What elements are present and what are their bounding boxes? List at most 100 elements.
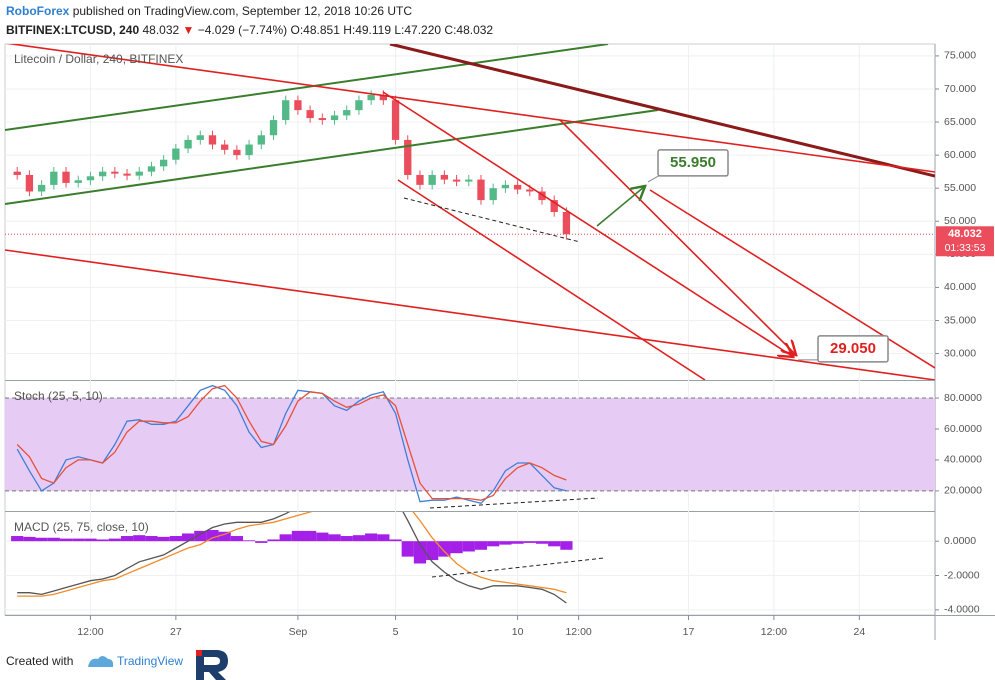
y-tick-label: 80.0000 xyxy=(944,392,982,404)
candle-body xyxy=(233,149,241,156)
drawings xyxy=(5,44,935,380)
candle-body xyxy=(343,110,351,116)
x-tick-label: 17 xyxy=(683,626,695,638)
candle-body xyxy=(440,174,449,180)
trend-line xyxy=(382,91,792,356)
histogram-bar xyxy=(291,530,305,542)
y-tick-label: 60.0000 xyxy=(944,423,982,435)
y-tick-label: 60.000 xyxy=(944,149,976,161)
candle-body xyxy=(172,148,180,160)
histogram-bar xyxy=(487,541,500,547)
arrow xyxy=(596,187,644,227)
y-tick-label: -4.0000 xyxy=(944,604,980,616)
change-arrow: ▼ xyxy=(183,23,195,37)
footer-created: Created with xyxy=(6,654,73,668)
support-line xyxy=(403,197,581,243)
stoch-lines xyxy=(16,384,567,505)
candle-body xyxy=(135,171,143,176)
candle-body xyxy=(111,171,119,174)
indicator-line xyxy=(16,384,567,505)
candle-body xyxy=(306,110,314,119)
trend-line xyxy=(397,179,706,380)
candle-body xyxy=(86,176,95,181)
histogram-bar xyxy=(560,541,573,550)
symbol-line: BITFINEX:LTCUSD, 240 48.032 ▼ −4.029 (−7… xyxy=(6,23,493,37)
divergence-line xyxy=(431,557,605,578)
trend-line xyxy=(6,44,935,173)
y-tick-label: 75.000 xyxy=(944,50,976,62)
y-tick-label: 65.000 xyxy=(944,116,976,128)
x-tick-label: 12:00 xyxy=(565,626,591,638)
pane-title: Stoch (25, 5, 10) xyxy=(14,389,103,403)
histogram-bar xyxy=(255,541,268,543)
change: −4.029 (−7.74%) xyxy=(198,23,287,37)
histogram-bar xyxy=(279,534,292,542)
histogram-bar xyxy=(157,536,170,542)
candle-body xyxy=(330,115,339,121)
histogram-bar xyxy=(365,533,378,542)
histogram-bar xyxy=(120,536,134,542)
histogram-bar xyxy=(535,541,549,544)
histogram-bar xyxy=(438,541,451,557)
x-tick-label: Sep xyxy=(289,626,308,638)
histogram-bar xyxy=(72,538,85,542)
candle-body xyxy=(98,171,107,177)
candle-body xyxy=(404,139,412,175)
candle-body xyxy=(538,191,546,201)
histogram-bar xyxy=(84,538,97,542)
candle-body xyxy=(465,179,473,182)
trend-line xyxy=(559,119,795,354)
histogram-bar xyxy=(108,538,121,542)
histogram-bar xyxy=(169,536,182,542)
histogram-bar xyxy=(47,537,60,542)
last-price-badge xyxy=(936,226,994,257)
histogram-bar xyxy=(511,541,524,544)
divergence-line xyxy=(429,497,599,509)
histogram-bar xyxy=(377,534,390,542)
y-tick-label: 30.000 xyxy=(944,347,976,359)
histogram-bar xyxy=(316,532,329,542)
candle-body xyxy=(562,212,571,235)
histogram-bar xyxy=(352,535,366,542)
candle-body xyxy=(147,166,156,172)
candle-body xyxy=(452,179,461,182)
symbol: BITFINEX:LTCUSD, 240 xyxy=(6,23,139,37)
x-tick-label: 24 xyxy=(853,626,865,638)
candle-body xyxy=(221,144,229,150)
candles xyxy=(13,90,571,240)
y-tick-label: -2.0000 xyxy=(944,569,980,581)
y-tick-label: 50.000 xyxy=(944,215,976,227)
candle-body xyxy=(208,135,217,145)
candle-body xyxy=(282,100,290,121)
candle-body xyxy=(257,135,265,145)
candle-body xyxy=(526,189,534,192)
candle-body xyxy=(62,171,70,183)
candle-body xyxy=(50,171,58,185)
trend-line xyxy=(389,44,935,178)
candle-body xyxy=(416,174,424,185)
y-tick-label: 0.0000 xyxy=(944,535,976,547)
histogram-bar xyxy=(242,540,256,542)
indicator-line xyxy=(16,384,567,501)
candle-body xyxy=(501,184,510,189)
histogram-bar xyxy=(59,538,73,542)
y-tick-label: 35.000 xyxy=(944,314,976,326)
macd xyxy=(11,512,573,604)
annotation-box xyxy=(657,149,729,177)
histogram-bar xyxy=(23,536,36,542)
published: published on TradingView.com, September … xyxy=(73,4,413,18)
annotation-box xyxy=(817,335,889,363)
x-tick-label: 12:00 xyxy=(77,626,103,638)
histogram-bar xyxy=(401,541,414,557)
histogram-bar xyxy=(548,541,561,547)
histogram-bar xyxy=(304,530,317,542)
candle-body xyxy=(184,139,192,149)
histogram-bar xyxy=(194,530,207,542)
indicator-line xyxy=(17,512,567,604)
candle-body xyxy=(379,94,388,101)
candle-body xyxy=(160,159,168,167)
trend-line xyxy=(5,44,609,131)
histogram-bar xyxy=(462,541,475,552)
histogram-bar xyxy=(96,539,109,542)
